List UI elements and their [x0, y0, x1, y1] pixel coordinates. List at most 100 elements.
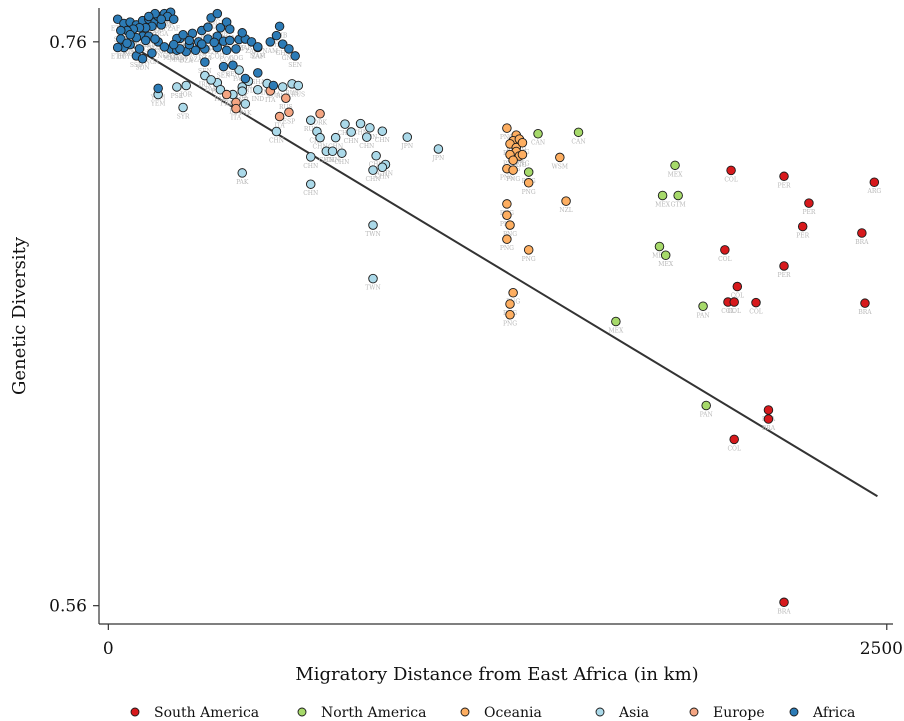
- data-point: [253, 85, 263, 95]
- point-label: COL: [724, 176, 738, 183]
- point-label: TWN: [365, 285, 380, 292]
- point-label: SEN: [217, 73, 231, 80]
- data-point: [137, 53, 148, 64]
- data-point: [337, 148, 347, 158]
- point-label: BRA: [777, 608, 791, 615]
- data-point: [112, 42, 123, 53]
- data-point: [212, 8, 223, 19]
- point-label: PER: [778, 182, 791, 189]
- legend-marker: [789, 707, 799, 717]
- fit-line-layer: [117, 36, 878, 498]
- data-point: [720, 245, 730, 255]
- data-point: [657, 190, 668, 201]
- point-label: CHN: [375, 173, 390, 180]
- data-point: [125, 30, 135, 40]
- data-point: [265, 37, 276, 47]
- point-label: SEN: [288, 62, 302, 69]
- data-point: [362, 132, 372, 142]
- point-label: ZAF: [167, 25, 180, 32]
- data-point: [377, 162, 388, 173]
- point-label: COL: [718, 256, 732, 263]
- data-point: [508, 287, 518, 298]
- data-point: [215, 85, 226, 95]
- point-label: NGA: [120, 49, 135, 56]
- point-label: SEN: [226, 71, 240, 78]
- data-point: [729, 297, 739, 307]
- point-label: EGY: [124, 51, 138, 58]
- data-point: [206, 75, 216, 85]
- point-label: ORK: [313, 120, 327, 127]
- data-point: [203, 22, 213, 32]
- data-point: [116, 25, 126, 36]
- point-label: ZAF: [245, 48, 258, 55]
- data-point: [144, 11, 154, 22]
- legend-marker: [460, 707, 470, 717]
- point-label: CHN: [378, 170, 393, 177]
- point-label: RUS: [279, 104, 293, 111]
- data-point: [517, 149, 528, 160]
- data-point: [237, 86, 247, 96]
- point-label: COL: [749, 309, 763, 316]
- data-point: [857, 228, 867, 238]
- data-point: [869, 177, 880, 187]
- point-label: PAN: [700, 412, 713, 419]
- data-point: [156, 14, 167, 25]
- point-label: NGA: [148, 45, 163, 52]
- point-label: MAR: [151, 48, 166, 55]
- point-label: YEM: [150, 101, 165, 108]
- data-point: [327, 146, 338, 156]
- data-point: [290, 51, 300, 61]
- data-point: [732, 281, 743, 292]
- point-label: GNB: [282, 55, 297, 62]
- legend-marker: [595, 707, 605, 717]
- data-point: [277, 82, 288, 92]
- point-label: PER: [778, 272, 791, 279]
- data-point: [330, 132, 341, 143]
- data-point: [670, 160, 680, 171]
- point-label: NZL: [559, 207, 572, 214]
- data-point: [178, 102, 188, 113]
- data-point: [654, 241, 665, 252]
- data-point: [804, 198, 814, 208]
- data-point: [523, 178, 534, 188]
- point-label: PAN: [697, 312, 710, 319]
- point-label: CHN: [303, 190, 318, 197]
- data-point: [184, 35, 195, 46]
- point-label: ESP: [283, 118, 296, 125]
- data-point: [355, 118, 366, 129]
- point-label: JPN: [400, 143, 413, 150]
- data-point: [523, 245, 534, 255]
- data-point: [305, 115, 316, 125]
- data-point: [190, 45, 201, 56]
- point-label: NGA: [210, 20, 225, 27]
- data-point: [346, 127, 356, 137]
- point-label: CHN: [359, 143, 374, 150]
- point-label: CHN: [325, 157, 340, 164]
- data-point: [181, 80, 191, 91]
- data-point: [234, 65, 244, 75]
- data-point: [368, 165, 378, 175]
- data-point: [365, 123, 375, 133]
- legend-label: Africa: [812, 705, 855, 721]
- data-point: [660, 250, 671, 260]
- point-label: MAR: [169, 56, 184, 63]
- legend-label: Asia: [618, 705, 649, 721]
- point-label: CHN: [269, 137, 284, 144]
- data-point: [221, 45, 232, 56]
- legend-marker: [297, 707, 307, 717]
- point-label: PNG: [503, 161, 517, 168]
- data-point: [225, 24, 235, 34]
- point-label: SYR: [177, 114, 190, 121]
- data-point: [197, 39, 207, 49]
- data-point: [221, 89, 232, 100]
- point-label: MEX: [608, 327, 624, 334]
- point-label: CAN: [571, 138, 585, 145]
- point-label: CHN: [319, 157, 334, 164]
- point-label: ZAF: [208, 48, 221, 55]
- legend: South America North America Oceania Asia Eur…: [130, 705, 855, 721]
- point-label: CHN: [337, 130, 352, 137]
- data-point: [271, 126, 282, 137]
- legend-label: Europe: [713, 705, 765, 721]
- point-label: CHN: [365, 176, 380, 183]
